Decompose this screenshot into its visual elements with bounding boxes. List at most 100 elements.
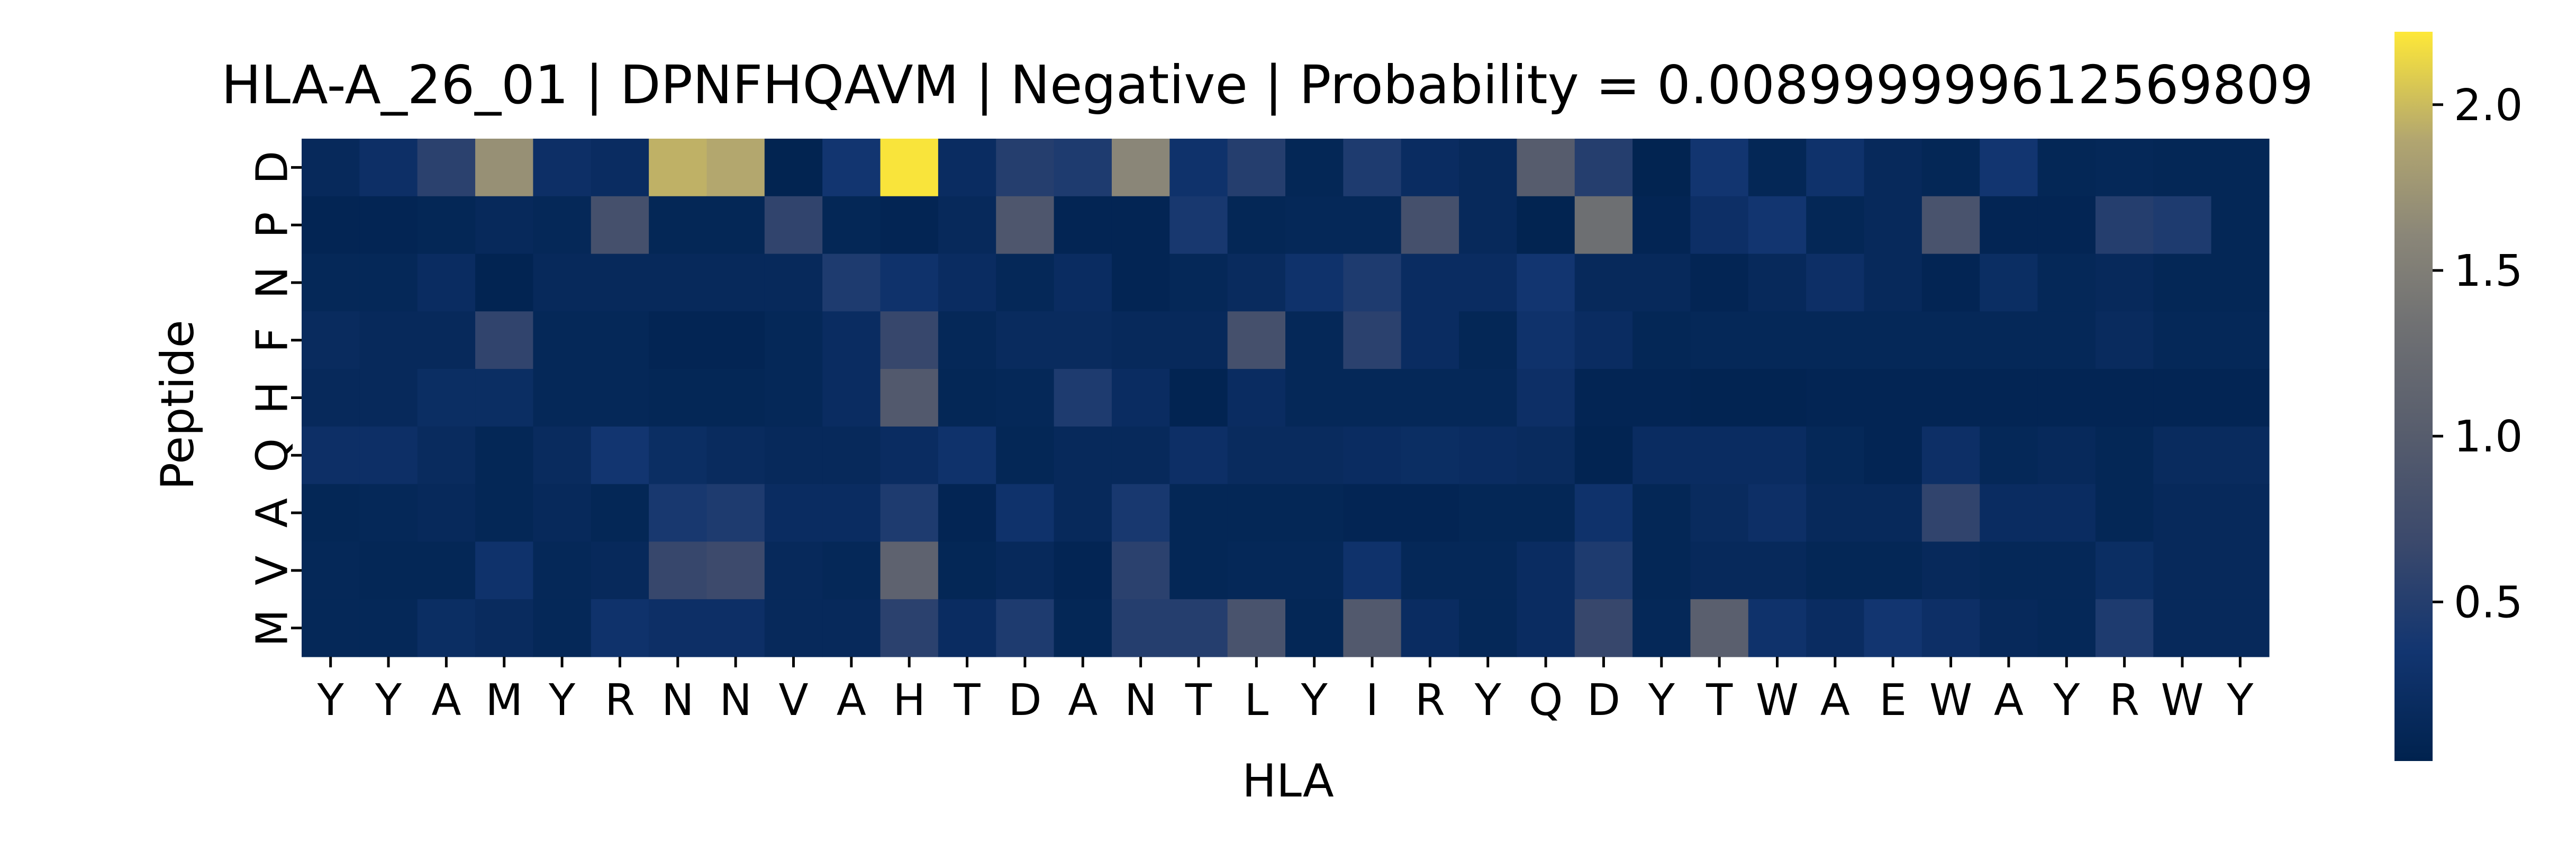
y-tick-label: F <box>248 328 298 352</box>
heatmap-cell <box>1343 426 1402 485</box>
heatmap-cell <box>1227 196 1286 255</box>
x-tick-label: Y <box>1474 675 1502 726</box>
x-tick-label: Y <box>375 675 402 726</box>
heatmap-cell <box>1632 426 1691 485</box>
y-tick-label: P <box>248 212 298 238</box>
heatmap-cell <box>2037 599 2096 657</box>
x-tick-label: T <box>954 675 981 726</box>
heatmap-cell <box>1401 426 1459 485</box>
heatmap-cell <box>2095 311 2154 369</box>
heatmap-cell <box>1574 139 1633 197</box>
heatmap-cell <box>764 253 823 312</box>
heatmap-cell <box>1401 369 1459 427</box>
heatmap-cell <box>302 253 360 312</box>
heatmap-cell <box>996 196 1055 255</box>
heatmap-cell <box>302 426 360 485</box>
heatmap-cell <box>302 484 360 542</box>
colorbar-tick-label: 2.0 <box>2454 80 2523 131</box>
heatmap-cell <box>2037 139 2096 197</box>
heatmap-cell <box>417 484 476 542</box>
x-tick-label: W <box>2161 675 2203 726</box>
heatmap-cell <box>2037 426 2096 485</box>
heatmap-cell <box>359 253 418 312</box>
heatmap-cell <box>2095 599 2154 657</box>
heatmap-cell <box>359 541 418 600</box>
heatmap-cell <box>2153 426 2212 485</box>
heatmap-cell <box>1169 196 1228 255</box>
heatmap-cell <box>1864 541 1922 600</box>
x-tick-label: T <box>1185 675 1212 726</box>
heatmap-cell <box>880 196 939 255</box>
heatmap-cell <box>1517 541 1575 600</box>
heatmap-cell <box>533 196 592 255</box>
heatmap-cell <box>591 426 649 485</box>
heatmap-cell <box>1921 311 1980 369</box>
heatmap-cell <box>1921 599 1980 657</box>
heatmap-cell <box>1227 139 1286 197</box>
heatmap-cell <box>2153 599 2212 657</box>
heatmap-cell <box>1054 541 1112 600</box>
heatmap-cell <box>938 426 996 485</box>
heatmap-cell <box>1690 369 1749 427</box>
heatmap-cell <box>1864 311 1922 369</box>
heatmap-cell <box>475 541 534 600</box>
heatmap-cell <box>1517 426 1575 485</box>
heatmap-cell <box>1574 599 1633 657</box>
heatmap-cell <box>1459 253 1518 312</box>
heatmap-cell <box>2211 484 2270 542</box>
x-tick-label: Y <box>317 675 344 726</box>
heatmap-cell <box>2211 541 2270 600</box>
colorbar <box>2394 32 2433 761</box>
heatmap-cell <box>475 369 534 427</box>
heatmap-cell <box>1459 311 1518 369</box>
heatmap-cell <box>2037 369 2096 427</box>
heatmap-cell <box>1111 369 1170 427</box>
heatmap-cell <box>1921 369 1980 427</box>
heatmap-cell <box>1169 426 1228 485</box>
heatmap-cell <box>996 311 1055 369</box>
heatmap-cell <box>880 369 939 427</box>
heatmap-cell <box>1285 426 1344 485</box>
heatmap-cell <box>417 599 476 657</box>
heatmap-cell <box>1574 426 1633 485</box>
heatmap-cell <box>1632 599 1691 657</box>
heatmap-cell <box>2037 196 2096 255</box>
x-tick-label: Y <box>1301 675 1328 726</box>
heatmap-cell <box>764 311 823 369</box>
heatmap-cell <box>533 541 592 600</box>
heatmap-cell <box>591 599 649 657</box>
heatmap-cell <box>1054 253 1112 312</box>
heatmap-cell <box>1980 599 2038 657</box>
y-tick-label: A <box>248 498 298 528</box>
heatmap-cell <box>591 484 649 542</box>
heatmap-cell <box>1285 253 1344 312</box>
heatmap-cell <box>822 139 881 197</box>
heatmap-cell <box>1401 139 1459 197</box>
heatmap-cell <box>1169 369 1228 427</box>
heatmap-cell <box>591 253 649 312</box>
heatmap-cell <box>475 139 534 197</box>
heatmap-cell <box>359 196 418 255</box>
heatmap-cell <box>1401 311 1459 369</box>
heatmap-cell <box>1690 253 1749 312</box>
heatmap-cell <box>2211 599 2270 657</box>
heatmap-cell <box>938 196 996 255</box>
heatmap-cell <box>1574 311 1633 369</box>
heatmap-cell <box>1980 426 2038 485</box>
heatmap-cell <box>822 196 881 255</box>
heatmap-cell <box>2153 253 2212 312</box>
heatmap-cell <box>1517 599 1575 657</box>
heatmap-cell <box>1980 196 2038 255</box>
heatmap-cell <box>1401 541 1459 600</box>
heatmap-cell <box>1864 599 1922 657</box>
heatmap-cell <box>1806 253 1865 312</box>
x-axis-label: HLA <box>1242 755 1334 808</box>
heatmap-cell <box>1980 484 2038 542</box>
x-tick-label: N <box>661 675 694 726</box>
heatmap-cell <box>764 369 823 427</box>
heatmap-cell <box>1806 369 1865 427</box>
heatmap-cell <box>2153 196 2212 255</box>
heatmap-cell <box>1690 484 1749 542</box>
heatmap-cell <box>1980 139 2038 197</box>
heatmap-cell <box>822 253 881 312</box>
